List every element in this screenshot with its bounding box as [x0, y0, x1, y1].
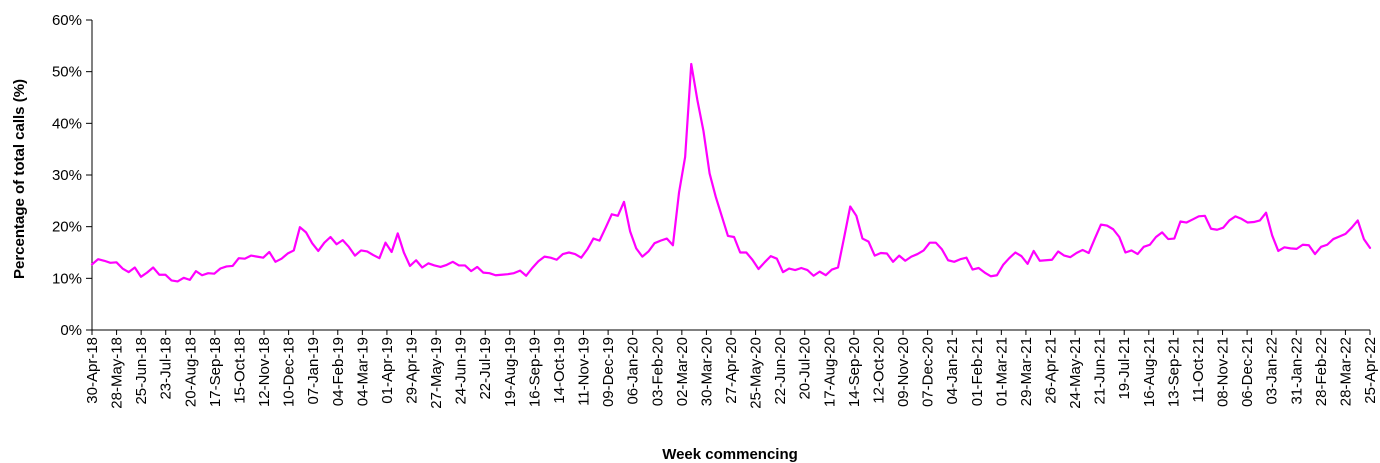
x-tick-label: 29-Apr-19	[404, 337, 421, 404]
series-layer	[90, 62, 1372, 283]
x-tick-label: 30-Mar-20	[698, 337, 715, 406]
x-tick-label: 23-Jul-18	[158, 337, 175, 400]
x-tick-label: 17-Aug-20	[821, 337, 838, 407]
x-tick-label: 17-Sep-18	[207, 337, 224, 407]
x-tick-label: 11-Nov-19	[576, 337, 593, 406]
y-axis-title: Percentage of total calls (%)	[11, 79, 28, 279]
y-tick-label: 40%	[52, 115, 82, 132]
x-tick-label: 27-Apr-20	[723, 337, 740, 404]
x-tick-label: 29-Mar-21	[1018, 337, 1035, 406]
x-tick-label: 11-Oct-21	[1190, 337, 1207, 403]
x-tick-label: 28-Mar-22	[1337, 337, 1354, 406]
x-tick-label: 14-Oct-19	[551, 337, 568, 404]
x-tick-label: 20-Jul-20	[797, 337, 814, 400]
y-tick-label: 20%	[52, 219, 82, 236]
x-tick-label: 09-Dec-19	[600, 337, 617, 407]
x-tick-label: 04-Mar-19	[354, 337, 371, 406]
y-tick-label: 0%	[60, 322, 82, 339]
x-tick-label: 28-Feb-22	[1313, 337, 1330, 406]
y-tick-label: 60%	[52, 12, 82, 29]
x-tick-label: 27-May-19	[428, 337, 445, 409]
y-tick-label: 50%	[52, 64, 82, 81]
x-tick-label: 21-Jun-21	[1092, 337, 1109, 405]
x-tick-label: 13-Sep-21	[1165, 337, 1182, 407]
x-tick-label: 25-Jun-18	[133, 337, 150, 405]
y-tick-label: 30%	[52, 167, 82, 184]
x-tick-label: 06-Dec-21	[1239, 337, 1256, 407]
x-axis: 30-Apr-18 28-May-18 25-Jun-18 23-Jul-18 20-A…	[84, 329, 1379, 409]
x-tick-label: 31-Jan-22	[1288, 337, 1305, 405]
x-tick-label: 19-Aug-19	[502, 337, 519, 407]
series-line	[90, 62, 1372, 283]
x-tick-label: 22-Jun-20	[772, 337, 789, 405]
x-tick-label: 08-Nov-21	[1215, 337, 1232, 407]
x-tick-label: 01-Feb-21	[969, 337, 986, 406]
x-tick-label: 01-Mar-21	[993, 337, 1010, 406]
x-tick-label: 04-Feb-19	[330, 337, 347, 406]
x-tick-label: 28-May-18	[109, 337, 126, 409]
x-tick-label: 09-Nov-20	[895, 337, 912, 407]
y-axis: 0% 10% 20% 30% 40% 50% 60%	[52, 12, 93, 339]
x-tick-label: 15-Oct-18	[231, 337, 248, 404]
x-tick-label: 10-Dec-18	[281, 337, 298, 407]
x-tick-label: 02-Mar-20	[674, 337, 691, 406]
x-tick-label: 07-Jan-19	[305, 337, 322, 405]
x-tick-label: 01-Apr-19	[379, 337, 396, 404]
x-tick-label: 24-May-21	[1067, 337, 1084, 409]
x-tick-label: 25-Apr-22	[1362, 337, 1379, 404]
x-tick-label: 04-Jan-21	[944, 337, 961, 405]
x-tick-label: 26-Apr-21	[1043, 337, 1060, 404]
x-tick-label: 12-Oct-20	[870, 337, 887, 404]
x-tick-label: 25-May-20	[748, 337, 765, 409]
x-tick-label: 30-Apr-18	[84, 337, 101, 404]
y-tick-label: 10%	[52, 270, 82, 287]
x-tick-label: 03-Feb-20	[649, 337, 666, 406]
x-axis-title: Week commencing	[662, 446, 798, 463]
x-tick-label: 16-Sep-19	[526, 337, 543, 407]
x-tick-label: 19-Jul-21	[1116, 337, 1133, 400]
x-tick-label: 22-Jul-19	[477, 337, 494, 400]
x-tick-label: 16-Aug-21	[1141, 337, 1158, 407]
x-tick-label: 14-Sep-20	[846, 337, 863, 407]
x-tick-label: 07-Dec-20	[920, 337, 937, 407]
x-tick-label: 20-Aug-18	[182, 337, 199, 407]
x-tick-label: 12-Nov-18	[256, 337, 273, 407]
x-tick-label: 24-Jun-19	[453, 337, 470, 405]
x-tick-label: 03-Jan-22	[1264, 337, 1281, 405]
x-tick-label: 06-Jan-20	[625, 337, 642, 405]
